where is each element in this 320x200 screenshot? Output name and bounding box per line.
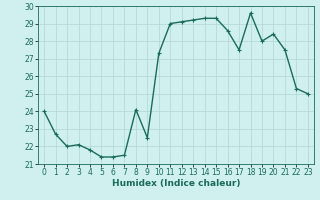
X-axis label: Humidex (Indice chaleur): Humidex (Indice chaleur) [112,179,240,188]
